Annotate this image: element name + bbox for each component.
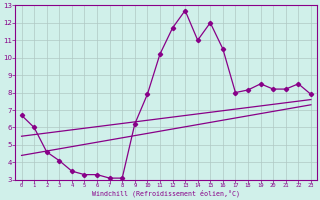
X-axis label: Windchill (Refroidissement éolien,°C): Windchill (Refroidissement éolien,°C) bbox=[92, 190, 240, 197]
